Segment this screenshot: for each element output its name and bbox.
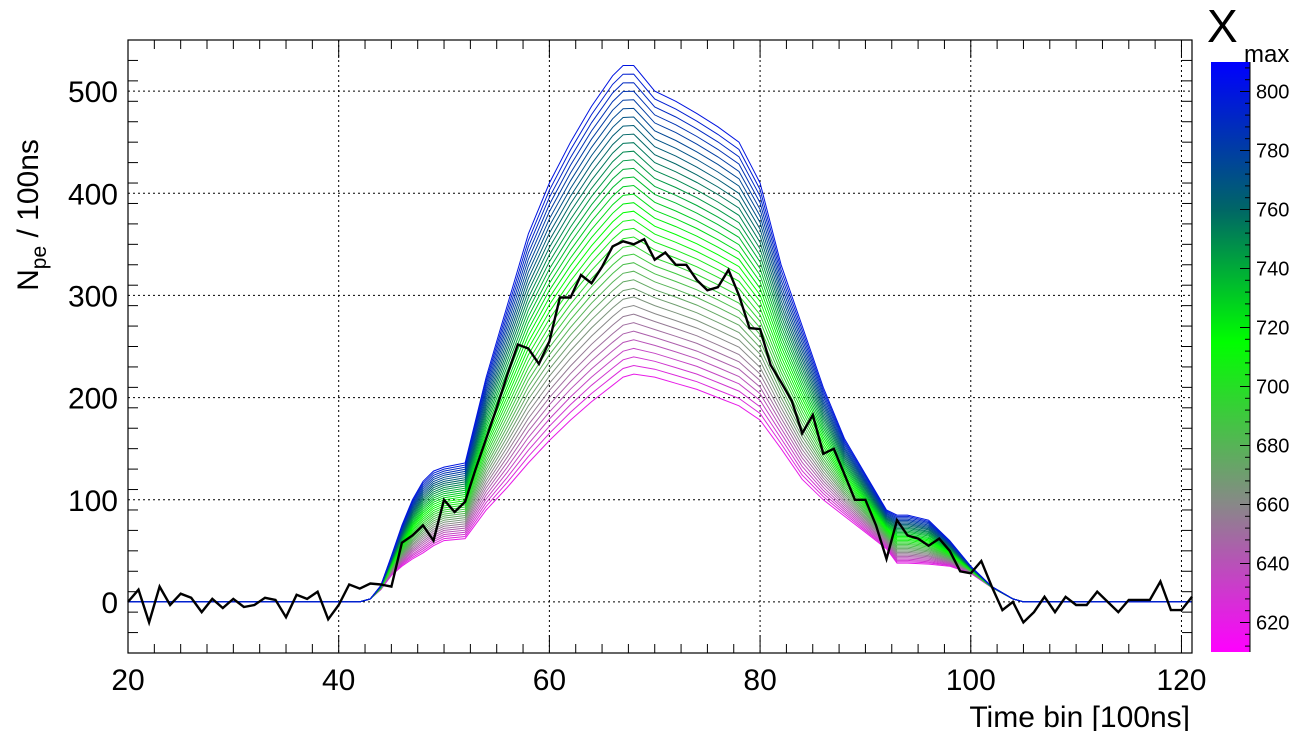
model-curve [128, 167, 1192, 603]
model-curve [128, 287, 1192, 603]
model-curve [128, 210, 1192, 603]
y-tick-label: 0 [101, 587, 118, 620]
data-series [127, 237, 1193, 627]
colorbar-tick-label: 680 [1256, 436, 1289, 458]
y-axis-label: Npe / 100ns [12, 139, 51, 291]
model-curve [128, 304, 1192, 603]
colorbar [1211, 62, 1250, 652]
colorbar-title-main: X [1207, 0, 1238, 52]
y-tick-label: 500 [68, 76, 118, 109]
colorbar-tick-label: 620 [1256, 613, 1289, 635]
model-curve [128, 236, 1192, 603]
colorbar-tick-label: 780 [1256, 141, 1289, 163]
x-tick-label: 80 [743, 664, 776, 697]
y-axis-label-rest: / 100ns [12, 139, 45, 246]
model-curve [128, 347, 1192, 603]
colorbar-ticks: 620 640 660 680 700 720 740 760 780 800 [1240, 62, 1289, 652]
colorbar-tick-label: 760 [1256, 200, 1289, 222]
y-axis-label-main: N [12, 269, 45, 291]
x-tick-label: 120 [1156, 664, 1206, 697]
x-tick-label: 40 [322, 664, 355, 697]
model-curve [128, 313, 1192, 603]
colorbar-tick-label: 660 [1256, 495, 1289, 517]
model-curve [128, 330, 1192, 603]
axis-ticks [127, 39, 1192, 654]
x-tick-label: 60 [533, 664, 566, 697]
model-curve [128, 219, 1192, 603]
model-curve [128, 142, 1192, 603]
colorbar-title-sub: max [1244, 41, 1289, 68]
model-curve [128, 364, 1192, 603]
model-curve [128, 373, 1192, 603]
y-axis-label-sub: pe [28, 246, 51, 269]
data-line [127, 237, 1193, 627]
grid-lines [128, 40, 1192, 653]
model-curve [128, 150, 1192, 603]
model-curve [128, 356, 1192, 603]
colorbar-tick-label: 700 [1256, 377, 1289, 399]
y-tick-label: 100 [68, 485, 118, 518]
colorbar-tick-label: 800 [1256, 82, 1289, 104]
model-curve [128, 322, 1192, 603]
x-axis-label: Time bin [100ns] [969, 701, 1190, 731]
model-curve [128, 339, 1192, 603]
model-curve [128, 99, 1192, 603]
model-curve [128, 193, 1192, 603]
y-tick-label: 400 [68, 178, 118, 211]
model-curve [128, 90, 1192, 603]
model-curve [128, 262, 1192, 603]
model-curve [128, 184, 1192, 603]
y-tick-label: 300 [68, 280, 118, 313]
model-curve [128, 116, 1192, 603]
model-curve [128, 296, 1192, 603]
colorbar-tick-label: 740 [1256, 259, 1289, 281]
plot-background [128, 40, 1192, 653]
x-tick-label: 20 [111, 664, 144, 697]
colorbar-tick-label: 720 [1256, 318, 1289, 340]
colorbar-tick-label: 640 [1256, 554, 1289, 576]
model-curve [128, 279, 1192, 603]
model-curve [128, 73, 1192, 603]
model-curve [128, 133, 1192, 603]
y-tick-label: 200 [68, 383, 118, 416]
model-curve [128, 107, 1192, 603]
model-curve [128, 159, 1192, 603]
x-tick-label: 100 [946, 664, 996, 697]
model-curve [128, 176, 1192, 603]
model-curve [128, 227, 1192, 603]
axis-tick-labels: 20 40 60 80 100 120 0 100 200 300 400 500 [68, 76, 1207, 697]
model-curve [128, 124, 1192, 603]
model-curve [128, 82, 1192, 603]
model-curve [128, 270, 1192, 603]
model-curve [128, 65, 1192, 603]
